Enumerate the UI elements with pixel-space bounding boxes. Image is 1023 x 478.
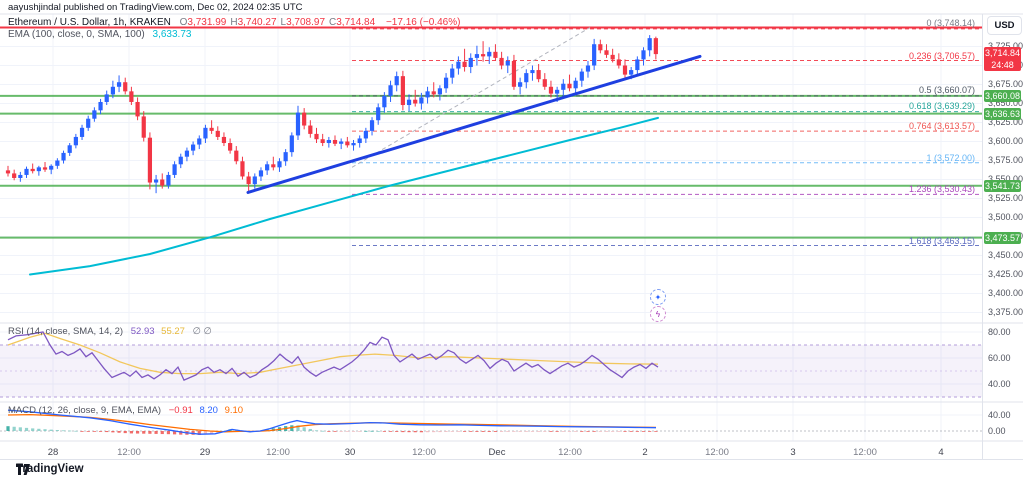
ohlc-value: 3,714.84	[336, 17, 376, 28]
price-scale-tick[interactable]: 3,550.00	[988, 174, 1023, 184]
price-scale-tick[interactable]: 3,625.00	[988, 117, 1023, 127]
rsi-scale-tick[interactable]: 40.00	[988, 378, 1011, 389]
ohlc-value: 3,708.97	[286, 17, 326, 28]
price-scale-tick[interactable]: 3,575.00	[988, 155, 1023, 165]
ohlc-values: O3,731.99 H3,740.27 L3,708.97 C3,714.84	[180, 17, 380, 28]
price-scale-tick[interactable]: 3,450.00	[988, 250, 1023, 260]
fib-level-label: 0.764 (3,613.57)	[908, 121, 975, 132]
macd-signal-value: 9.10	[224, 405, 244, 416]
rsi-scale-tick[interactable]: 80.00	[988, 326, 1011, 337]
candle-series	[5, 35, 658, 194]
ema-value: 3,633.73	[152, 29, 192, 40]
last-price-badge: 3,714.84 24:48	[984, 47, 1021, 72]
macd-hist-value: −0.91	[168, 405, 193, 416]
price-scale-tick[interactable]: 3,500.00	[988, 212, 1023, 222]
change-value: −17.16 (−0.46%)	[385, 17, 461, 28]
ohlc-key: C	[329, 17, 337, 28]
time-axis-label[interactable]: 12:00	[117, 447, 141, 458]
price-scale-tick[interactable]: 3,400.00	[988, 288, 1023, 298]
price-scale-tick[interactable]: 3,725.00	[988, 41, 1023, 51]
currency-toggle-button[interactable]: USD	[987, 16, 1022, 35]
bar-countdown: 24:48	[991, 60, 1014, 71]
time-axis-label[interactable]: 12:00	[853, 447, 877, 458]
macd-label: MACD (12, 26, close, 9, EMA, EMA)	[8, 405, 162, 416]
fib-level-label: 0.618 (3,639.29)	[908, 100, 975, 111]
rsi-scale-tick[interactable]: 60.00	[988, 352, 1011, 363]
macd-value: 8.20	[199, 405, 218, 416]
ohlc-value: 3,740.27	[237, 17, 277, 28]
last-price: 3,714.84	[984, 48, 1021, 59]
macd-legend[interactable]: MACD (12, 26, close, 9, EMA, EMA) −0.91 …	[8, 405, 243, 416]
symbol-legend[interactable]: Ethereum / U.S. Dollar, 1h, KRAKEN O3,73…	[8, 17, 460, 28]
rsi-legend[interactable]: RSI (14, close, SMA, 14, 2) 52.93 55.27 …	[8, 326, 212, 337]
fib-level-label: 1 (3,572.00)	[926, 152, 975, 163]
fib-level-label: 0.5 (3,660.07)	[918, 84, 975, 95]
time-axis-label[interactable]: 12:00	[266, 447, 290, 458]
time-axis-label[interactable]: 4	[938, 447, 944, 458]
ema-label: EMA (100, close, 0, SMA, 100)	[8, 29, 145, 40]
time-axis-label[interactable]: 12:00	[705, 447, 729, 458]
time-axis-label[interactable]: 2	[642, 447, 648, 458]
rsi-value: 52.93	[130, 326, 155, 337]
ohlc-key: O	[179, 17, 188, 28]
price-scale-tick[interactable]: 3,375.00	[988, 307, 1023, 317]
time-axis-label[interactable]: 29	[199, 447, 211, 458]
fib-level-label: 0.236 (3,706.57)	[908, 50, 975, 61]
price-scale-tick[interactable]: 3,425.00	[988, 269, 1023, 279]
anchor-bolt-icon[interactable]: ϟ	[650, 306, 666, 322]
ray-price-badge: 3,541.73	[984, 179, 1021, 192]
anchor-star-icon[interactable]: ✦	[650, 289, 666, 305]
fib-level-label: 0 (3,748.14)	[926, 17, 975, 28]
macd-scale-tick[interactable]: 0.00	[988, 425, 1006, 436]
time-axis-label[interactable]: Dec	[488, 447, 506, 458]
rsi-empty-values: ∅ ∅	[192, 326, 212, 337]
rsi-label: RSI (14, close, SMA, 14, 2)	[8, 326, 124, 337]
ray-price-badge: 3,660.08	[984, 89, 1021, 102]
symbol-title: Ethereum / U.S. Dollar, 1h, KRAKEN	[8, 17, 171, 28]
time-axis-label[interactable]: 28	[47, 447, 59, 458]
fib-level-label: 1.236 (3,530.43)	[908, 184, 975, 195]
time-axis-label[interactable]: 12:00	[558, 447, 582, 458]
watermark-text: TradingView	[16, 463, 84, 475]
macd-scale-tick[interactable]: 40.00	[988, 409, 1011, 420]
tradingview-watermark[interactable]: TradingView	[16, 463, 84, 475]
time-axis-label[interactable]: 30	[344, 447, 356, 458]
price-scale-tick[interactable]: 3,650.00	[988, 98, 1023, 108]
price-scale-tick[interactable]: 3,675.00	[988, 79, 1023, 89]
ohlc-key: H	[230, 17, 238, 28]
published-line: aayushjindal published on TradingView.co…	[8, 2, 303, 13]
ray-price-badge: 3,636.63	[984, 107, 1021, 120]
ohlc-key: L	[280, 17, 287, 28]
ray-price-badge: 3,473.57	[984, 231, 1021, 244]
time-axis-label[interactable]: 3	[790, 447, 796, 458]
price-scale-tick[interactable]: 3,525.00	[988, 193, 1023, 203]
fib-level-label: 1.618 (3,463.15)	[908, 235, 975, 246]
ema-legend[interactable]: EMA (100, close, 0, SMA, 100) 3,633.73	[8, 29, 191, 40]
tradingview-logo-icon	[16, 464, 30, 475]
time-axis-label[interactable]: 12:00	[412, 447, 436, 458]
rsi-ma-value: 55.27	[161, 326, 185, 337]
ohlc-value: 3,731.99	[187, 17, 227, 28]
price-scale-tick[interactable]: 3,600.00	[988, 136, 1023, 146]
